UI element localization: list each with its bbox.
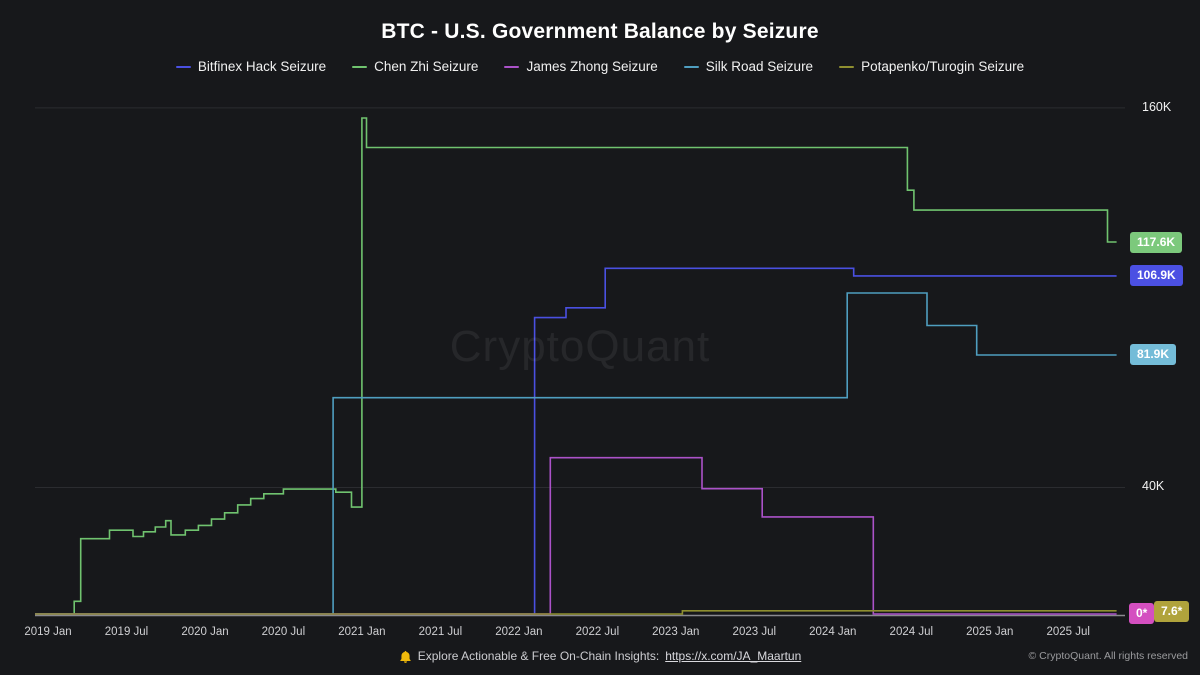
value-badge: 7.6* xyxy=(1154,600,1190,622)
x-axis-label: 2021 Jul xyxy=(418,626,463,638)
series-line xyxy=(35,117,1117,615)
value-badge: 106.9K xyxy=(1130,265,1183,287)
legend-item-3[interactable]: Silk Road Seizure xyxy=(683,59,814,74)
legend-label: James Zhong Seizure xyxy=(526,59,658,74)
legend-swatch-icon xyxy=(352,65,368,68)
x-axis-label: 2021 Jan xyxy=(338,626,386,638)
x-axis-label: 2023 Jul xyxy=(732,626,777,638)
x-axis-label: 2025 Jan xyxy=(966,626,1014,638)
legend-item-2[interactable]: James Zhong Seizure xyxy=(504,59,658,74)
y-axis-label: 160K xyxy=(1142,99,1172,114)
x-axis-label: 2024 Jul xyxy=(889,626,934,638)
legend-item-0[interactable]: Bitfinex Hack Seizure xyxy=(175,59,327,74)
x-axis-labels: 2019 Jan 2019 Jul 2020 Jan 2020 Jul 2021 Jan… xyxy=(0,626,1200,642)
value-badge: 117.6K xyxy=(1130,231,1183,253)
series-line xyxy=(35,267,1117,615)
legend-swatch-icon xyxy=(683,65,699,68)
legend-label: Bitfinex Hack Seizure xyxy=(197,59,327,74)
x-axis-label: 2023 Jan xyxy=(652,626,700,638)
copyright: © CryptoQuant. All rights reserved xyxy=(1028,650,1188,662)
x-axis-label: 2019 Jan xyxy=(24,626,72,638)
x-axis-label: 2020 Jul xyxy=(261,626,306,638)
bell-icon xyxy=(399,650,412,663)
value-badge: 0* xyxy=(1129,602,1155,624)
x-axis-label: 2019 Jul xyxy=(104,626,149,638)
value-badge: 81.9K xyxy=(1130,344,1177,366)
y-axis-label: 40K xyxy=(1142,479,1165,494)
legend-item-1[interactable]: Chen Zhi Seizure xyxy=(352,59,478,74)
series-line xyxy=(35,610,1117,615)
legend-label: Potapenko/Turogin Seizure xyxy=(861,59,1025,74)
footer: Explore Actionable & Free On-Chain Insig… xyxy=(0,646,1200,666)
legend-swatch-icon xyxy=(839,65,855,68)
footer-text: Explore Actionable & Free On-Chain Insig… xyxy=(417,649,660,663)
series-line xyxy=(35,292,1117,615)
legend-label: Chen Zhi Seizure xyxy=(374,59,479,74)
x-axis-label: 2022 Jul xyxy=(575,626,620,638)
legend-swatch-icon xyxy=(504,65,520,68)
x-axis-label: 2025 Jul xyxy=(1046,626,1090,638)
page-title: BTC - U.S. Government Balance by Seizure xyxy=(381,20,819,43)
x-axis-label: 2022 Jan xyxy=(495,626,543,638)
series-line xyxy=(35,456,1117,615)
legend-item-4[interactable]: Potapenko/Turogin Seizure xyxy=(839,59,1024,74)
legend: Bitfinex Hack Seizure Chen Zhi Seizure Jam… xyxy=(0,59,1200,74)
footer-link[interactable]: https://x.com/JA_Maartun xyxy=(665,649,802,663)
legend-swatch-icon xyxy=(175,65,191,68)
legend-label: Silk Road Seizure xyxy=(705,59,814,74)
x-axis-label: 2024 Jan xyxy=(809,626,857,638)
x-axis-label: 2020 Jan xyxy=(181,626,229,638)
